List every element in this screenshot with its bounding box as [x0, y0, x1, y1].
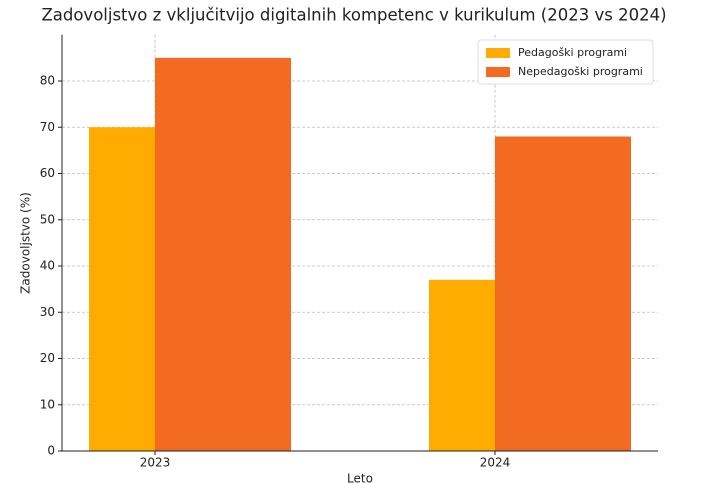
- legend-swatch: [486, 67, 510, 77]
- y-tick-label: 40: [40, 259, 55, 273]
- y-axis-label: Zadovoljstvo (%): [19, 192, 33, 294]
- y-tick-label: 80: [40, 74, 55, 88]
- y-tick-label: 30: [40, 305, 55, 319]
- y-tick-label: 50: [40, 212, 55, 226]
- x-tick-label: 2024: [480, 456, 511, 470]
- y-tick-label: 0: [47, 444, 55, 458]
- x-axis-label: Leto: [347, 472, 373, 483]
- y-tick-label: 60: [40, 166, 55, 180]
- legend-swatch: [486, 48, 510, 58]
- x-tick-label: 2023: [140, 456, 171, 470]
- bar: [155, 57, 291, 451]
- y-tick-label: 10: [40, 397, 55, 411]
- legend-box: [477, 39, 654, 85]
- y-tick-label: 70: [40, 120, 55, 134]
- legend-label: Pedagoški programi: [518, 46, 627, 59]
- legend-label: Nepedagoški programi: [518, 65, 643, 78]
- bar: [89, 127, 155, 451]
- bar: [495, 136, 631, 451]
- y-tick-label: 20: [40, 351, 55, 365]
- chart-title: Zadovoljstvo z vključitvijo digitalnih k…: [41, 6, 666, 25]
- bar: [429, 279, 495, 451]
